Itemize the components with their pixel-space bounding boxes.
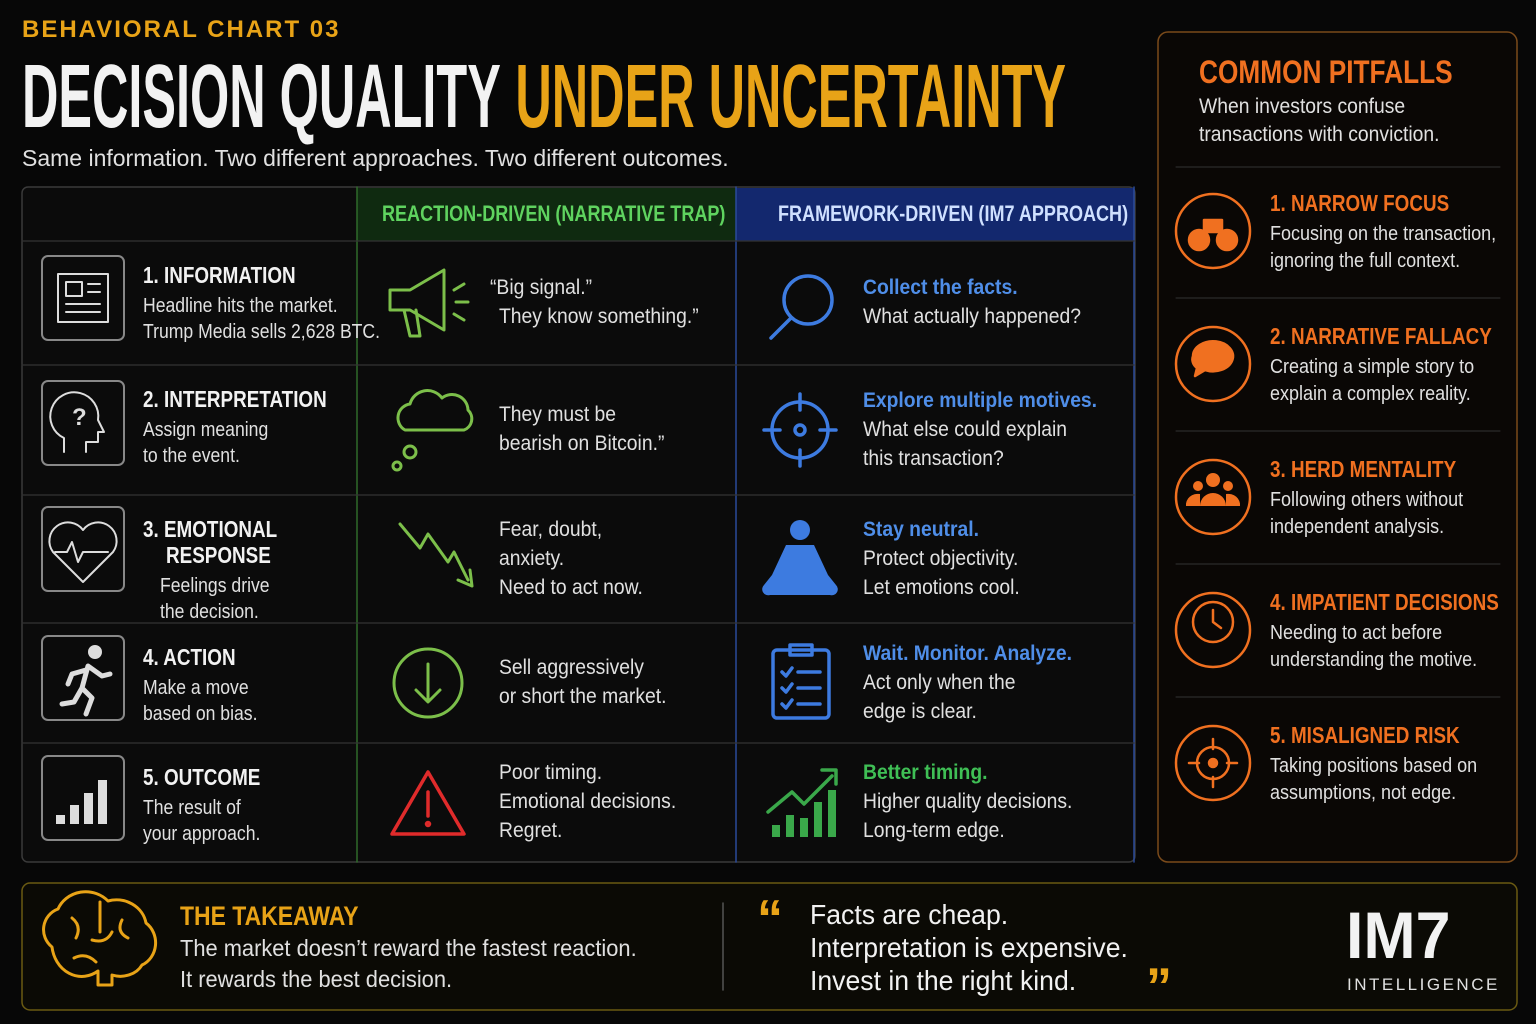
reaction-text: They know something.” xyxy=(499,305,699,328)
stage-text: the decision. xyxy=(160,601,259,623)
stage-text: The result of xyxy=(143,797,241,819)
framework-header-bg xyxy=(736,188,1134,241)
svg-text:?: ? xyxy=(72,404,87,431)
reaction-header-bg xyxy=(357,188,736,241)
pitfall-text: Needing to act before xyxy=(1270,622,1443,644)
sidebar-intro: When investors confuse xyxy=(1199,95,1406,118)
reaction-text: Emotional decisions. xyxy=(499,790,677,813)
subtitle: Same information. Two different approach… xyxy=(22,145,729,171)
reaction-text: bearish on Bitcoin.” xyxy=(499,432,665,455)
reaction-text: Regret. xyxy=(499,819,563,842)
framework-text: What else could explain xyxy=(863,417,1068,441)
pitfall-text: explain a complex reality. xyxy=(1270,383,1471,405)
footer-frame xyxy=(21,882,1518,1011)
pitfall-title: 2. NARRATIVE FALLACY xyxy=(1270,323,1492,349)
pitfall-text: Focusing on the transaction, xyxy=(1270,223,1497,245)
reaction-text: Need to act now. xyxy=(499,575,643,599)
brand: IM7 xyxy=(1346,898,1451,972)
title-part: UNDER UNCERTAINTY xyxy=(515,47,1067,147)
pitfall-title: 1. NARROW FOCUS xyxy=(1270,190,1450,216)
framework-text: this transaction? xyxy=(863,446,1004,470)
stage-text: Headline hits the market. xyxy=(143,295,338,317)
framework-heading: Wait. Monitor. Analyze. xyxy=(863,641,1072,665)
warning-icon xyxy=(390,770,466,836)
takeaway-text: It rewards the best decision. xyxy=(180,966,453,992)
pitfall-title: 4. IMPATIENT DECISIONS xyxy=(1270,589,1499,615)
reaction-text: Fear, doubt, xyxy=(499,517,603,541)
pitfall-title: 3. HERD MENTALITY xyxy=(1270,456,1457,482)
quote-text: Invest in the right kind. xyxy=(810,965,1077,996)
quote-text: Interpretation is expensive. xyxy=(810,932,1128,963)
pitfall-text: independent analysis. xyxy=(1270,516,1445,538)
pitfall-text: ignoring the full context. xyxy=(1270,250,1461,272)
pitfall-icons xyxy=(1174,192,1252,802)
stage-text: Feelings drive xyxy=(160,575,270,597)
framework-heading: Better timing. xyxy=(863,761,988,784)
quote-text: Facts are cheap. xyxy=(810,899,1009,930)
reaction-text: Poor timing. xyxy=(499,761,603,784)
sidebar-frame xyxy=(1157,31,1518,863)
kicker: BEHAVIORAL CHART 03 xyxy=(22,16,341,43)
stage-title: 5. OUTCOME xyxy=(143,764,261,790)
stage-title: RESPONSE xyxy=(166,542,271,568)
reaction-text: Sell aggressively xyxy=(499,656,644,679)
takeaway-title: THE TAKEAWAY xyxy=(180,901,359,931)
pitfall-text: Taking positions based on xyxy=(1270,755,1478,777)
reaction-text: “Big signal.” xyxy=(490,276,593,299)
stage-icons: ? xyxy=(41,255,125,841)
table-frame xyxy=(21,186,1136,863)
quote-mark: ” xyxy=(1146,958,1172,1016)
stage-text: based on bias. xyxy=(143,703,258,725)
framework-heading: Stay neutral. xyxy=(863,517,979,541)
reaction-icons xyxy=(388,268,474,719)
framework-text: edge is clear. xyxy=(863,699,977,723)
pitfall-title: 5. MISALIGNED RISK xyxy=(1270,722,1460,748)
title-part: DECISION QUALITY xyxy=(22,47,501,147)
growth-icon xyxy=(766,768,838,837)
framework-text: Higher quality decisions. xyxy=(863,790,1073,813)
framework-text: Protect objectivity. xyxy=(863,546,1019,570)
stage-title: 4. ACTION xyxy=(143,644,236,670)
framework-text: Long-term edge. xyxy=(863,819,1005,842)
framework-text: Act only when the xyxy=(863,670,1016,694)
pitfall-text: Creating a simple story to xyxy=(1270,356,1475,378)
reaction-text: or short the market. xyxy=(499,685,667,708)
stage-title: 3. EMOTIONAL xyxy=(143,516,278,542)
reaction-text: They must be xyxy=(499,403,617,426)
stage-text: Trump Media sells 2,628 BTC. xyxy=(143,321,381,343)
pitfall-text: assumptions, not edge. xyxy=(1270,782,1457,804)
framework-heading: Explore multiple motives. xyxy=(863,388,1098,412)
reaction-text: anxiety. xyxy=(499,546,565,570)
title: DECISION QUALITY UNDER UNCERTAINTY xyxy=(22,52,1536,142)
stage-text: Assign meaning xyxy=(143,419,269,441)
framework-text: Let emotions cool. xyxy=(863,575,1020,599)
sidebar-title: COMMON PITFALLS xyxy=(1199,54,1453,90)
framework-icons xyxy=(762,274,838,720)
row-dividers xyxy=(21,240,1135,744)
stage-title: 1. INFORMATION xyxy=(143,262,296,288)
takeaway-text: The market doesn’t reward the fastest re… xyxy=(180,935,637,961)
brand-sub: INTELLIGENCE xyxy=(1347,975,1500,994)
stage-text: to the event. xyxy=(143,445,240,467)
pitfall-text: understanding the motive. xyxy=(1270,649,1478,671)
pitfall-text: Following others without xyxy=(1270,489,1464,511)
stage-title: 2. INTERPRETATION xyxy=(143,386,327,412)
sidebar-intro: transactions with conviction. xyxy=(1199,123,1440,146)
quote-mark: “ xyxy=(757,890,783,948)
stage-text: Make a move xyxy=(143,677,249,699)
framework-text: What actually happened? xyxy=(863,305,1082,328)
column-header: REACTION-DRIVEN (NARRATIVE TRAP) xyxy=(382,201,726,226)
brain-icon xyxy=(42,890,158,987)
framework-heading: Collect the facts. xyxy=(863,276,1018,299)
stage-text: your approach. xyxy=(143,823,261,845)
column-header: FRAMEWORK-DRIVEN (IM7 APPROACH) xyxy=(778,201,1129,226)
sidebar-dividers xyxy=(1175,166,1501,698)
